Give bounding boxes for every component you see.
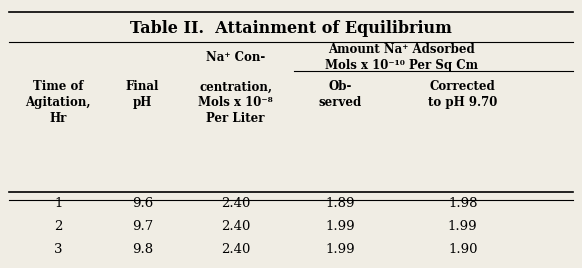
Text: 1.99: 1.99 bbox=[326, 243, 355, 256]
Text: Corrected
to pH 9.70: Corrected to pH 9.70 bbox=[428, 80, 498, 109]
Text: 1.99: 1.99 bbox=[448, 220, 477, 233]
Text: Na⁺ Con-: Na⁺ Con- bbox=[206, 51, 265, 64]
Text: Amount Na⁺ Adsorbed
Mols x 10⁻¹⁰ Per Sq Cm: Amount Na⁺ Adsorbed Mols x 10⁻¹⁰ Per Sq … bbox=[325, 43, 478, 72]
Text: Time of
Agitation,
Hr: Time of Agitation, Hr bbox=[26, 80, 91, 125]
Text: 1.98: 1.98 bbox=[448, 197, 477, 210]
Text: 2.40: 2.40 bbox=[221, 197, 250, 210]
Text: 9.6: 9.6 bbox=[132, 197, 153, 210]
Text: Final
pH: Final pH bbox=[126, 80, 159, 109]
Text: 2: 2 bbox=[54, 220, 62, 233]
Text: 1.99: 1.99 bbox=[326, 220, 355, 233]
Text: 9.8: 9.8 bbox=[132, 243, 153, 256]
Text: Ob-
served: Ob- served bbox=[319, 80, 362, 109]
Text: 1: 1 bbox=[54, 197, 62, 210]
Text: centration,
Mols x 10⁻⁸
Per Liter: centration, Mols x 10⁻⁸ Per Liter bbox=[198, 80, 273, 125]
Text: 1.89: 1.89 bbox=[326, 197, 355, 210]
Text: 2.40: 2.40 bbox=[221, 220, 250, 233]
Text: 9.7: 9.7 bbox=[132, 220, 153, 233]
Text: Table II.  Attainment of Equilibrium: Table II. Attainment of Equilibrium bbox=[130, 20, 452, 37]
Text: 1.90: 1.90 bbox=[448, 243, 477, 256]
Text: 2.40: 2.40 bbox=[221, 243, 250, 256]
Text: 3: 3 bbox=[54, 243, 62, 256]
